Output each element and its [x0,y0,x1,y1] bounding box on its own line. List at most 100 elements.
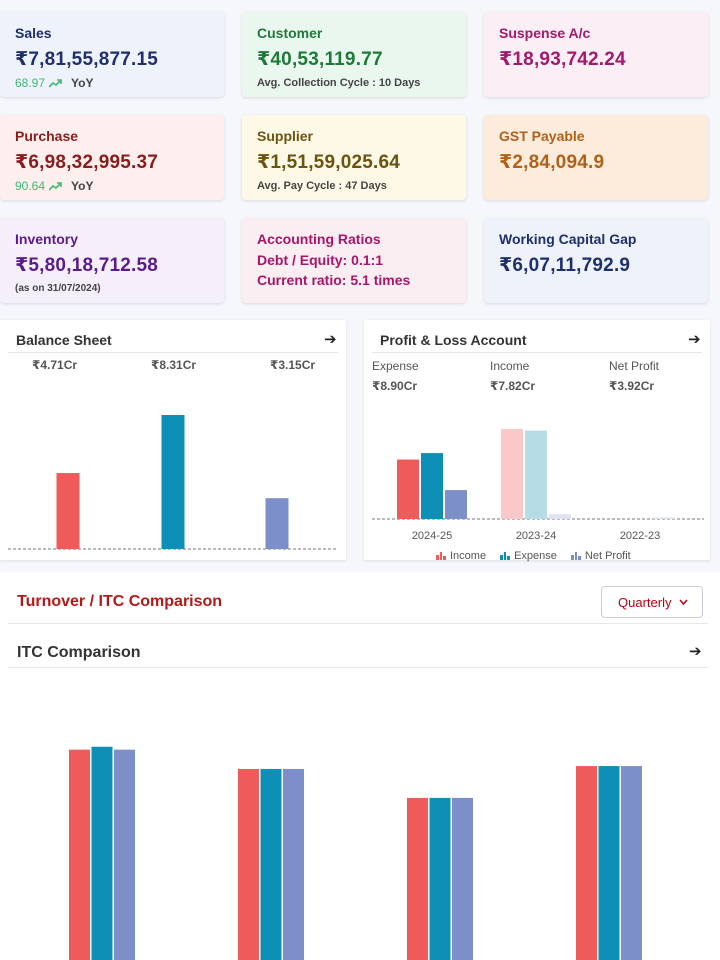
purchase-yoy: 90.64 YoY [15,179,209,193]
supplier-pay-cycle: Avg. Pay Cycle : 47 Days [257,180,387,192]
itc-title: ITC Comparison [17,644,141,661]
pnl-value-expense: ₹8.90Cr [372,379,418,393]
itc-bar[interactable] [407,797,428,960]
supplier-card[interactable]: Supplier ₹1,51,59,025.64 Avg. Pay Cycle … [242,115,466,200]
customer-collection-cycle: Avg. Collection Cycle : 10 Days [257,77,421,89]
supplier-value: ₹1,51,59,025.64 [257,152,401,173]
itc-bar[interactable] [452,797,473,960]
itc-bar[interactable] [283,768,304,960]
pnl-chart: 2024-25 2023-24 2022-23 [372,429,704,542]
itc-bar[interactable] [69,749,90,960]
customer-title: Customer [257,25,323,41]
itc-bar[interactable] [429,797,451,960]
bs-label-1: ₹8.31Cr [151,358,197,372]
gst-title: GST Payable [499,128,585,144]
legend-expense-label: Expense [514,550,557,562]
period-select-value: Quarterly [618,594,672,610]
pnl-legend: Income Expense Net Profit [436,550,631,562]
pnl-header-net-profit: Net Profit [609,359,660,373]
ratios-title: Accounting Ratios [257,231,381,247]
purchase-title: Purchase [15,128,79,144]
sales-card[interactable]: Sales ₹7,81,55,877.15 68.97 YoY [0,12,224,97]
balance-sheet-bar[interactable] [161,415,185,549]
divider [372,352,702,353]
pnl-header-income: Income [490,359,530,373]
period-select[interactable]: Quarterly [601,586,703,618]
divider [8,623,708,624]
sales-yoy-percent: 68.97 [15,76,46,90]
chevron-down-icon [679,599,689,605]
legend-income-label: Income [450,550,487,562]
bar-chart-icon [500,552,511,560]
sales-yoy: 68.97 YoY [15,76,209,90]
pnl-value-net-profit: ₹3.92Cr [609,379,655,393]
inventory-date: (as on 31/07/2024) [15,283,101,294]
itc-bar[interactable] [91,746,113,960]
itc-bar[interactable] [621,766,642,960]
gst-card[interactable]: GST Payable ₹2,84,094.9 [484,115,708,200]
working-capital-card[interactable]: Working Capital Gap ₹6,07,11,792.9 [484,218,708,303]
pnl-bar[interactable] [525,430,547,519]
pnl-x-tick: 2022-23 [620,530,660,542]
customer-card[interactable]: Customer ₹40,53,119.77 Avg. Collection C… [242,12,466,97]
arrow-right-icon[interactable]: ➔ [688,331,701,348]
debt-equity-ratio: Debt / Equity: 0.1:1 [257,252,384,268]
purchase-yoy-label: YoY [71,179,94,193]
supplier-title: Supplier [257,128,314,144]
purchase-value: ₹6,98,32,995.37 [15,152,159,173]
divider [8,667,708,668]
balance-sheet-panel: Balance Sheet ➔ ₹4.71Cr ₹8.31Cr ₹3.15Cr [0,320,346,560]
pnl-bar[interactable] [445,490,467,519]
sales-value: ₹7,81,55,877.15 [15,49,159,70]
balance-sheet-bar[interactable] [265,498,289,549]
pnl-bar[interactable] [653,517,675,519]
itc-bar[interactable] [238,768,259,960]
purchase-card[interactable]: Purchase ₹6,98,32,995.37 90.64 YoY [0,115,224,200]
itc-bar[interactable] [114,749,135,960]
legend-expense[interactable]: Expense [500,550,557,562]
turnover-title: Turnover / ITC Comparison [17,593,223,610]
legend-net-profit-label: Net Profit [584,550,631,562]
ratios-card[interactable]: Accounting Ratios Debt / Equity: 0.1:1 C… [242,218,466,303]
sales-yoy-label: YoY [71,76,94,90]
legend-income[interactable]: Income [436,550,486,562]
suspense-card[interactable]: Suspense A/c ₹18,93,742.24 [484,12,708,97]
divider [8,352,338,353]
inventory-title: Inventory [15,231,79,247]
trending-up-icon [49,78,62,88]
pnl-x-tick: 2024-25 [412,530,452,542]
balance-sheet-chart [8,415,338,550]
gst-value: ₹2,84,094.9 [499,152,605,173]
bar-chart-icon [570,552,581,560]
arrow-right-icon[interactable]: ➔ [689,643,702,660]
balance-sheet-title: Balance Sheet [16,332,112,348]
bs-label-0: ₹4.71Cr [32,358,78,372]
pnl-value-income: ₹7.82Cr [490,379,536,393]
itc-bar[interactable] [598,766,620,960]
pnl-bar[interactable] [421,453,443,519]
itc-chart [69,746,642,960]
inventory-value: ₹5,80,18,712.58 [15,255,159,276]
inventory-card[interactable]: Inventory ₹5,80,18,712.58 (as on 31/07/2… [0,218,224,303]
itc-bar[interactable] [260,768,282,960]
customer-value: ₹40,53,119.77 [257,49,383,70]
pnl-header-expense: Expense [372,359,419,373]
balance-sheet-bar[interactable] [56,473,80,549]
pnl-bar[interactable] [501,429,523,519]
pnl-title: Profit & Loss Account [380,332,527,348]
purchase-yoy-percent: 90.64 [15,179,46,193]
sales-title: Sales [15,25,52,41]
arrow-right-icon[interactable]: ➔ [324,331,337,348]
pnl-x-tick: 2023-24 [516,530,556,542]
trending-up-icon [49,181,62,191]
legend-net-profit[interactable]: Net Profit [570,550,631,562]
bar-chart-icon [436,552,447,560]
suspense-value: ₹18,93,742.24 [499,49,626,70]
suspense-title: Suspense A/c [499,25,591,41]
itc-bar[interactable] [576,766,597,960]
pnl-bar[interactable] [397,459,419,519]
bs-label-2: ₹3.15Cr [270,358,316,372]
working-capital-value: ₹6,07,11,792.9 [499,255,631,276]
pnl-bar[interactable] [549,514,571,519]
working-capital-title: Working Capital Gap [499,231,637,247]
